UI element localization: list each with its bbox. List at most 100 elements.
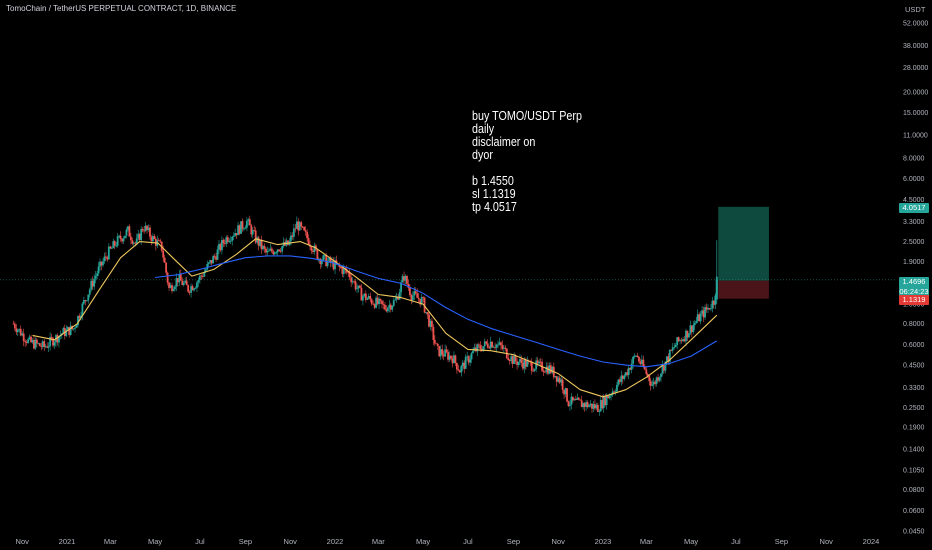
candle-body xyxy=(19,328,22,336)
x-tick-label: Nov xyxy=(16,537,30,546)
candle-body xyxy=(460,366,463,373)
candle-body xyxy=(432,327,435,341)
candle-body xyxy=(502,347,505,349)
candle-body xyxy=(665,356,668,362)
candle-body xyxy=(645,369,648,375)
candle-body xyxy=(523,359,526,369)
candle-body xyxy=(228,240,231,242)
candle-body xyxy=(131,240,134,244)
candle-body xyxy=(638,357,640,362)
candle-body xyxy=(171,285,173,292)
candle-body xyxy=(676,337,679,345)
candle-body xyxy=(307,238,310,245)
candle-body xyxy=(125,229,128,236)
candle-body xyxy=(80,315,82,319)
y-tick-label: 1.9000 xyxy=(903,259,925,266)
candle-body xyxy=(576,397,579,400)
candle-body xyxy=(457,369,460,371)
candle-body xyxy=(306,231,308,239)
candle-body xyxy=(347,272,350,274)
candle-body xyxy=(187,285,190,292)
note-line: disclaimer on xyxy=(472,135,536,149)
candle-body xyxy=(564,388,567,395)
y-tick-label: 0.8000 xyxy=(903,321,925,328)
candle-body xyxy=(536,360,539,364)
candle-body xyxy=(24,341,27,343)
candle-body xyxy=(332,260,335,270)
candle-body xyxy=(241,221,244,229)
candle-body xyxy=(96,273,99,276)
y-tick-label: 0.1900 xyxy=(903,425,925,432)
candle-body xyxy=(121,239,123,242)
x-tick-label: May xyxy=(684,537,698,546)
candle-body xyxy=(272,251,275,255)
candle-body xyxy=(87,294,90,301)
candle-body xyxy=(41,341,44,347)
candle-body xyxy=(504,347,507,349)
candle-body xyxy=(52,338,54,346)
candle-body xyxy=(623,375,626,379)
candle-body xyxy=(256,237,259,243)
candle-body xyxy=(339,267,342,269)
candle-body xyxy=(259,239,262,246)
candle-body xyxy=(81,303,84,316)
y-tick-label: 52.0000 xyxy=(903,21,928,28)
candle-body xyxy=(538,361,541,364)
candle-body xyxy=(661,365,664,374)
y-tick-label: 0.6000 xyxy=(903,342,925,349)
candle-body xyxy=(485,341,488,344)
candle-body xyxy=(168,282,170,288)
candle-body xyxy=(134,242,137,244)
candle-body xyxy=(97,266,100,274)
candle-body xyxy=(300,222,303,227)
candle-body xyxy=(132,242,135,244)
candle-body xyxy=(58,336,60,343)
candle-body xyxy=(651,384,654,386)
note-line: daily xyxy=(472,122,495,136)
candle-body xyxy=(539,361,542,363)
candle-body xyxy=(204,269,207,273)
candle-body xyxy=(102,261,104,266)
chart-title: TomoChain / TetherUS PERPETUAL CONTRACT,… xyxy=(6,4,237,13)
candle-body xyxy=(585,402,588,407)
candle-body xyxy=(483,341,486,347)
candle-body xyxy=(570,396,573,405)
candle-body xyxy=(547,366,549,374)
candle-body xyxy=(257,237,260,246)
candle-body xyxy=(297,221,300,231)
candle-body xyxy=(707,308,709,310)
x-tick-label: 2021 xyxy=(59,537,76,546)
candle-body xyxy=(119,235,122,240)
candle-body xyxy=(379,298,382,301)
candle-body xyxy=(322,255,325,261)
note-line: buy TOMO/USDT Perp xyxy=(472,109,582,123)
candle-body xyxy=(714,295,717,305)
candle-body xyxy=(616,384,618,392)
candle-body xyxy=(544,371,546,373)
candle-body xyxy=(542,370,545,372)
candle-body xyxy=(140,229,143,241)
candle-body xyxy=(278,249,281,251)
candle-body xyxy=(137,233,140,239)
candle-body xyxy=(312,250,314,252)
candle-body xyxy=(320,260,323,265)
candle-body xyxy=(588,405,590,408)
candle-body xyxy=(686,330,689,338)
x-tick-label: Mar xyxy=(640,537,653,546)
y-tick-label: 0.1050 xyxy=(903,467,925,474)
y-tick-label: 6.0000 xyxy=(903,176,925,183)
trade-note: buy TOMO/USDT Perp daily disclaimer on d… xyxy=(472,110,582,214)
candle-body xyxy=(688,333,690,338)
candle-body xyxy=(341,268,344,274)
candle-body xyxy=(501,345,504,349)
candle-body xyxy=(350,277,353,283)
candle-body xyxy=(334,260,336,270)
candle-body xyxy=(486,343,489,348)
candle-body xyxy=(425,312,427,313)
candle-body xyxy=(84,300,87,301)
candle-body xyxy=(250,225,253,235)
candle-body xyxy=(238,225,241,234)
candle-body xyxy=(448,355,451,360)
candle-body xyxy=(15,328,18,333)
